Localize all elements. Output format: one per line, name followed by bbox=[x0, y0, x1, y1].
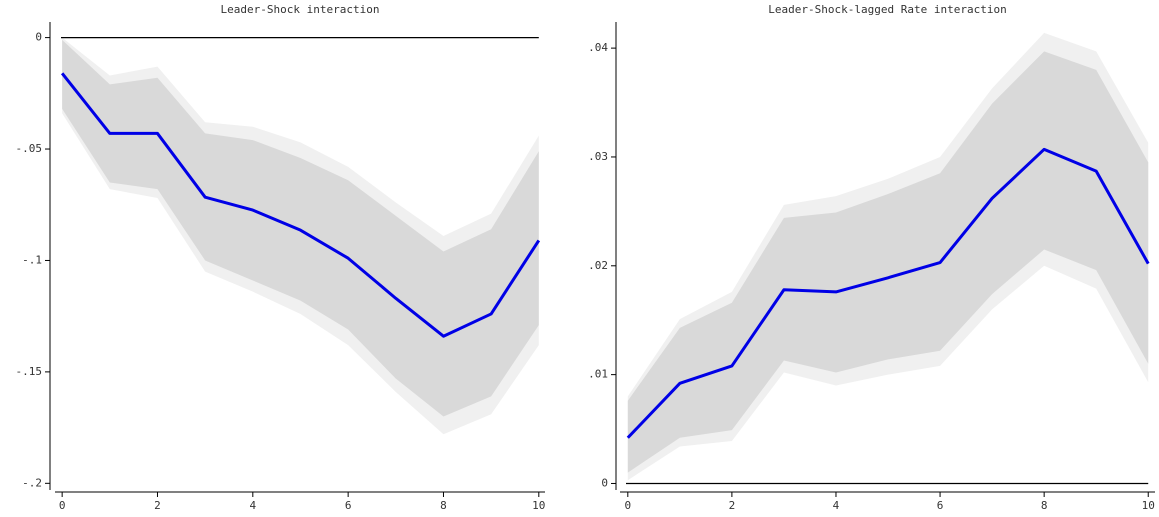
x-tick-label: 4 bbox=[833, 499, 840, 512]
y-tick-label: 0 bbox=[35, 31, 42, 44]
y-tick-label: .03 bbox=[588, 150, 608, 163]
x-tick-label: 10 bbox=[1142, 499, 1155, 512]
line-series bbox=[626, 147, 1150, 439]
x-tick-label: 6 bbox=[937, 499, 944, 512]
x-tick-label: 4 bbox=[249, 499, 256, 512]
y-tick-label: .02 bbox=[588, 259, 608, 272]
y-tick-label: 0 bbox=[601, 476, 608, 489]
y-tick-label: -.2 bbox=[22, 476, 42, 489]
confidence-band bbox=[62, 39, 539, 417]
y-tick-label: .04 bbox=[588, 41, 608, 54]
x-tick-label: 8 bbox=[440, 499, 447, 512]
x-tick-label: 8 bbox=[1041, 499, 1048, 512]
x-tick-label: 10 bbox=[532, 499, 545, 512]
confidence-band bbox=[627, 51, 1149, 473]
x-tick-label: 0 bbox=[624, 499, 631, 512]
x-tick-label: 2 bbox=[729, 499, 736, 512]
y-tick-label: .01 bbox=[588, 368, 608, 381]
y-tick-label: -.15 bbox=[16, 365, 43, 378]
x-tick-label: 2 bbox=[154, 499, 161, 512]
x-tick-label: 0 bbox=[59, 499, 66, 512]
x-tick-label: 6 bbox=[345, 499, 352, 512]
line-series bbox=[60, 72, 541, 338]
chart-title: Leader-Shock-lagged Rate interaction bbox=[768, 3, 1006, 16]
y-tick-label: -.1 bbox=[22, 253, 42, 266]
y-tick-label: -.05 bbox=[16, 142, 43, 155]
chart-title: Leader-Shock interaction bbox=[221, 3, 380, 16]
